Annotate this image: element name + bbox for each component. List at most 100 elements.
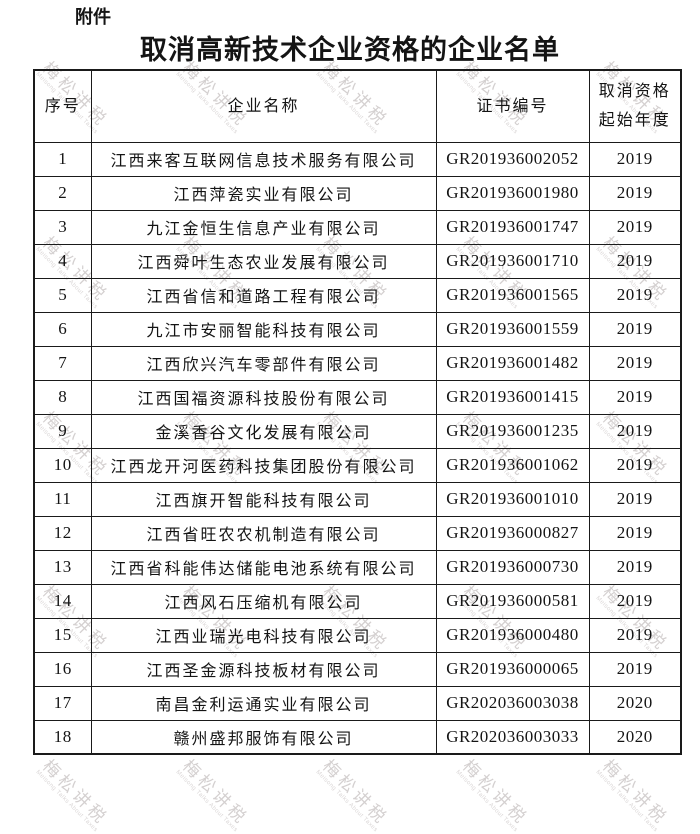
attachment-label: 附件 (75, 7, 111, 27)
cell-year: 2019 (588, 447, 682, 483)
watermark-subtext: Meisong Talks About Taxes (594, 769, 659, 834)
cell-name: 九江市安丽智能科技有限公司 (90, 311, 437, 347)
cell-year: 2019 (588, 141, 682, 177)
cell-year: 2019 (588, 175, 682, 211)
cell-cert: GR201936001559 (435, 311, 590, 347)
cell-no: 8 (33, 379, 92, 415)
cell-cert: GR201936001062 (435, 447, 590, 483)
cell-cert: GR201936000065 (435, 651, 590, 687)
table-row: 6 九江市安丽智能科技有限公司 GR201936001559 2019 (33, 311, 682, 347)
table-row: 5 江西省信和道路工程有限公司 GR201936001565 2019 (33, 277, 682, 313)
cell-name: 九江金恒生信息产业有限公司 (90, 209, 437, 245)
watermark-text: 梅松讲税 (318, 756, 392, 830)
table-row: 3 九江金恒生信息产业有限公司 GR201936001747 2019 (33, 209, 682, 245)
table-row: 8 江西国福资源科技股份有限公司 GR201936001415 2019 (33, 379, 682, 415)
cell-year: 2019 (588, 651, 682, 687)
cell-year: 2019 (588, 277, 682, 313)
cell-no: 1 (33, 141, 92, 177)
watermark-text: 梅松讲税 (598, 756, 672, 830)
cell-cert: GR201936001010 (435, 481, 590, 517)
cell-cert: GR201936001235 (435, 413, 590, 449)
cell-year: 2019 (588, 617, 682, 653)
cell-no: 9 (33, 413, 92, 449)
cell-no: 16 (33, 651, 92, 687)
cell-name: 赣州盛邦服饰有限公司 (90, 719, 437, 755)
cell-cert: GR201936000730 (435, 549, 590, 585)
cell-no: 6 (33, 311, 92, 347)
enterprise-table: 序号 企业名称 证书编号 取消资格 起始年度 1 江西来客互联网信息技术服务有限公… (33, 69, 682, 755)
cell-name: 南昌金利运通实业有限公司 (90, 685, 437, 721)
watermark-text: 梅松讲税 (178, 756, 252, 830)
cell-name: 江西省科能伟达储能电池系统有限公司 (90, 549, 437, 585)
watermark: 梅松讲税 Meisong Talks About Taxes (34, 752, 115, 833)
cell-cert: GR201936000581 (435, 583, 590, 619)
table-row: 1 江西来客互联网信息技术服务有限公司 GR201936002052 2019 (33, 141, 682, 177)
cell-no: 12 (33, 515, 92, 551)
table-row: 2 江西萍瓷实业有限公司 GR201936001980 2019 (33, 175, 682, 211)
cell-name: 江西萍瓷实业有限公司 (90, 175, 437, 211)
cell-year: 2019 (588, 583, 682, 619)
watermark-subtext: Meisong Talks About Taxes (314, 769, 379, 834)
cell-name: 金溪香谷文化发展有限公司 (90, 413, 437, 449)
table-row: 10 江西龙开河医药科技集团股份有限公司 GR201936001062 2019 (33, 447, 682, 483)
table-row: 4 江西舜叶生态农业发展有限公司 GR201936001710 2019 (33, 243, 682, 279)
cell-cert: GR201936001565 (435, 277, 590, 313)
header-label-line2: 起始年度 (598, 112, 671, 130)
cell-no: 2 (33, 175, 92, 211)
watermark-subtext: Meisong Talks About Taxes (174, 769, 239, 834)
table-header: 序号 企业名称 证书编号 取消资格 起始年度 (33, 69, 682, 143)
cell-name: 江西业瑞光电科技有限公司 (90, 617, 437, 653)
cell-year: 2019 (588, 311, 682, 347)
cell-no: 3 (33, 209, 92, 245)
cell-year: 2019 (588, 345, 682, 381)
cell-cert: GR201936000827 (435, 515, 590, 551)
cell-year: 2020 (588, 719, 682, 755)
cell-cert: GR201936001980 (435, 175, 590, 211)
table-row: 16 江西圣金源科技板材有限公司 GR201936000065 2019 (33, 651, 682, 687)
cell-no: 15 (33, 617, 92, 653)
header-cell-name: 企业名称 (90, 69, 437, 143)
cell-year: 2019 (588, 481, 682, 517)
watermark-subtext: Meisong Talks About Taxes (34, 769, 99, 834)
cell-no: 4 (33, 243, 92, 279)
watermark-text: 梅松讲税 (458, 756, 532, 830)
cell-no: 13 (33, 549, 92, 585)
watermark: 梅松讲税 Meisong Talks About Taxes (594, 752, 675, 833)
header-label: 序号 (44, 97, 81, 115)
cell-year: 2019 (588, 413, 682, 449)
table-body: 1 江西来客互联网信息技术服务有限公司 GR201936002052 2019 2 江西萍… (33, 141, 682, 755)
cell-no: 18 (33, 719, 92, 755)
cell-cert: GR202036003033 (435, 719, 590, 755)
cell-name: 江西风石压缩机有限公司 (90, 583, 437, 619)
cell-no: 14 (33, 583, 92, 619)
watermark: 梅松讲税 Meisong Talks About Taxes (314, 752, 395, 833)
cell-cert: GR201936001710 (435, 243, 590, 279)
table-row: 15 江西业瑞光电科技有限公司 GR201936000480 2019 (33, 617, 682, 653)
cell-cert: GR202036003038 (435, 685, 590, 721)
header-label: 企业名称 (227, 97, 300, 115)
cell-name: 江西来客互联网信息技术服务有限公司 (90, 141, 437, 177)
cell-name: 江西圣金源科技板材有限公司 (90, 651, 437, 687)
watermark: 梅松讲税 Meisong Talks About Taxes (174, 752, 255, 833)
cell-cert: GR201936000480 (435, 617, 590, 653)
header-cell-no: 序号 (33, 69, 92, 143)
watermark: 梅松讲税 Meisong Talks About Taxes (454, 752, 535, 833)
table-row: 14 江西风石压缩机有限公司 GR201936000581 2019 (33, 583, 682, 619)
cell-cert: GR201936001747 (435, 209, 590, 245)
cell-name: 江西省信和道路工程有限公司 (90, 277, 437, 313)
cell-no: 17 (33, 685, 92, 721)
header-label: 证书编号 (476, 97, 549, 115)
table-row: 18 赣州盛邦服饰有限公司 GR202036003033 2020 (33, 719, 682, 755)
cell-no: 11 (33, 481, 92, 517)
header-row: 序号 企业名称 证书编号 取消资格 起始年度 (33, 69, 682, 143)
cell-name: 江西龙开河医药科技集团股份有限公司 (90, 447, 437, 483)
watermark-subtext: Meisong Talks About Taxes (454, 769, 519, 834)
cell-name: 江西舜叶生态农业发展有限公司 (90, 243, 437, 279)
table-row: 7 江西欣兴汽车零部件有限公司 GR201936001482 2019 (33, 345, 682, 381)
cell-year: 2019 (588, 515, 682, 551)
cell-no: 7 (33, 345, 92, 381)
table-row: 17 南昌金利运通实业有限公司 GR202036003038 2020 (33, 685, 682, 721)
table-row: 9 金溪香谷文化发展有限公司 GR201936001235 2019 (33, 413, 682, 449)
cell-no: 10 (33, 447, 92, 483)
table-row: 13 江西省科能伟达储能电池系统有限公司 GR201936000730 2019 (33, 549, 682, 585)
